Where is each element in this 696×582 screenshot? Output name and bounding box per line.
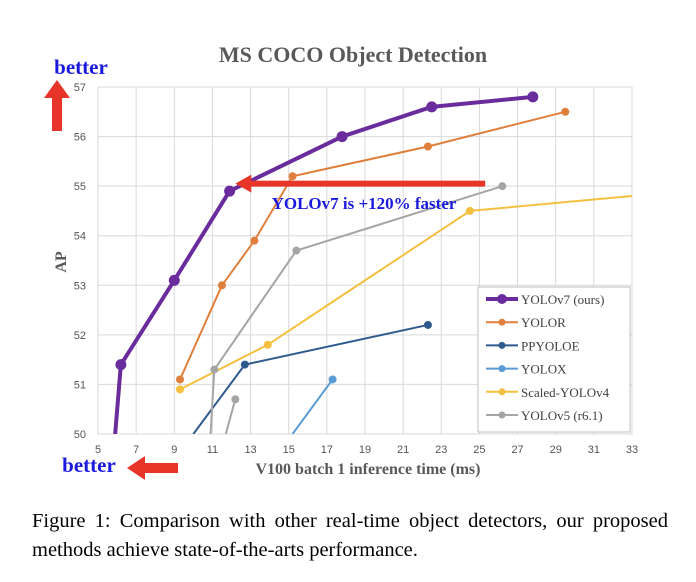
- x-axis-label: V100 batch 1 inference time (ms): [256, 461, 481, 478]
- series-YOLOv7 (ours): [113, 91, 539, 434]
- x-tick-label: 13: [244, 444, 256, 456]
- series-YOLOv5 (r6.1): [209, 182, 507, 434]
- x-tick-label: 19: [359, 444, 371, 456]
- data-point: [231, 395, 240, 404]
- legend-entry-label: YOLOX: [521, 362, 567, 377]
- speed-annotation: YOLOv7 is +120% faster: [272, 194, 457, 213]
- x-tick-label: 33: [626, 444, 638, 456]
- data-point: [527, 91, 539, 103]
- data-point: [168, 274, 180, 286]
- annotations: YOLOv7 is +120% faster better better: [44, 55, 486, 480]
- y-tick-label: 54: [74, 231, 86, 243]
- legend-box: [477, 286, 631, 433]
- data-point: [423, 142, 432, 151]
- y-tick-label: 53: [74, 280, 86, 292]
- x-tick-label: 9: [171, 444, 177, 456]
- y-tick-label: 56: [74, 132, 86, 144]
- data-point: [561, 107, 570, 116]
- data-point: [336, 131, 348, 143]
- series-YOLOR: [176, 107, 570, 384]
- axes: 5 7 9 11 13 15 17 19 21 23 25 27 29 31 335051525354555…: [53, 42, 638, 478]
- data-point: [426, 101, 438, 113]
- legend-entry-label: YOLOv7 (ours): [521, 292, 604, 307]
- legend-entry-label: PPYOLOE: [521, 338, 580, 353]
- legend-swatch-marker: [498, 388, 506, 396]
- legend-swatch-marker: [498, 365, 506, 373]
- legend: YOLOv7 (ours) YOLOR PPYOLOE YOLOX Scaled-YOL…: [477, 286, 631, 433]
- figure-caption: Figure 1: Comparison with other real-tim…: [32, 510, 668, 561]
- series-Scaled-YOLOv4: [176, 195, 633, 394]
- x-tick-label: 31: [588, 444, 600, 456]
- y-axis-label: AP: [53, 251, 70, 273]
- data-point: [465, 206, 474, 215]
- x-tick-label: 17: [321, 444, 333, 456]
- data-point: [423, 320, 432, 329]
- x-tick-label: 7: [133, 444, 139, 456]
- data-point: [292, 246, 301, 255]
- data-point: [328, 375, 337, 384]
- data-point: [224, 185, 236, 197]
- series-line: [179, 195, 633, 391]
- up-arrow: [44, 80, 70, 131]
- series-line: [113, 94, 534, 434]
- series-line: [192, 323, 429, 434]
- data-point: [250, 236, 259, 245]
- chart-title: MS COCO Object Detection: [219, 42, 487, 67]
- data-point: [263, 340, 272, 349]
- legend-swatch-marker: [498, 341, 506, 349]
- better-label-top: better: [54, 55, 108, 79]
- better-label-bottom: better: [62, 453, 116, 477]
- x-tick-label: 29: [550, 444, 562, 456]
- chart: 5 7 9 11 13 15 17 19 21 23 25 27 29 31 335051525354555…: [44, 42, 638, 480]
- x-tick-label: 5: [95, 444, 101, 456]
- y-tick-label: 51: [74, 379, 86, 391]
- x-tick-label: 23: [435, 444, 447, 456]
- y-tick-label: 55: [74, 181, 86, 193]
- series-line: [291, 378, 334, 434]
- data-point: [288, 172, 297, 181]
- legend-entry-label: YOLOR: [521, 315, 566, 330]
- x-tick-label: 25: [473, 444, 485, 456]
- series-line: [179, 110, 566, 380]
- speed-arrow-head: [235, 174, 252, 193]
- data-point: [176, 385, 185, 394]
- series: [113, 91, 633, 434]
- legend-entry-label: YOLOv5 (r6.1): [521, 408, 603, 423]
- series-PPYOLOE: [192, 320, 432, 434]
- series-line: [209, 185, 503, 434]
- x-tick-label: 11: [207, 444, 218, 456]
- legend-swatch-marker: [498, 411, 506, 419]
- y-tick-label: 52: [74, 330, 86, 342]
- data-point: [176, 375, 185, 384]
- y-tick-label: 50: [74, 429, 86, 441]
- series-line: [224, 399, 237, 434]
- data-point: [115, 359, 127, 371]
- series-extra: [224, 395, 240, 434]
- x-tick-label: 15: [283, 444, 295, 456]
- series-YOLOX: [291, 375, 337, 434]
- y-tick-label: 57: [74, 82, 86, 94]
- speed-arrow-shaft: [247, 180, 486, 187]
- x-tick-label: 27: [511, 444, 523, 456]
- data-point: [210, 365, 219, 374]
- legend-swatch-marker: [498, 318, 506, 326]
- legend-swatch-marker: [497, 294, 507, 304]
- left-arrow: [127, 456, 178, 480]
- data-point: [498, 182, 507, 191]
- data-point: [240, 360, 249, 369]
- data-point: [217, 281, 226, 290]
- legend-entry-label: Scaled-YOLOv4: [521, 385, 610, 400]
- x-tick-label: 21: [397, 444, 409, 456]
